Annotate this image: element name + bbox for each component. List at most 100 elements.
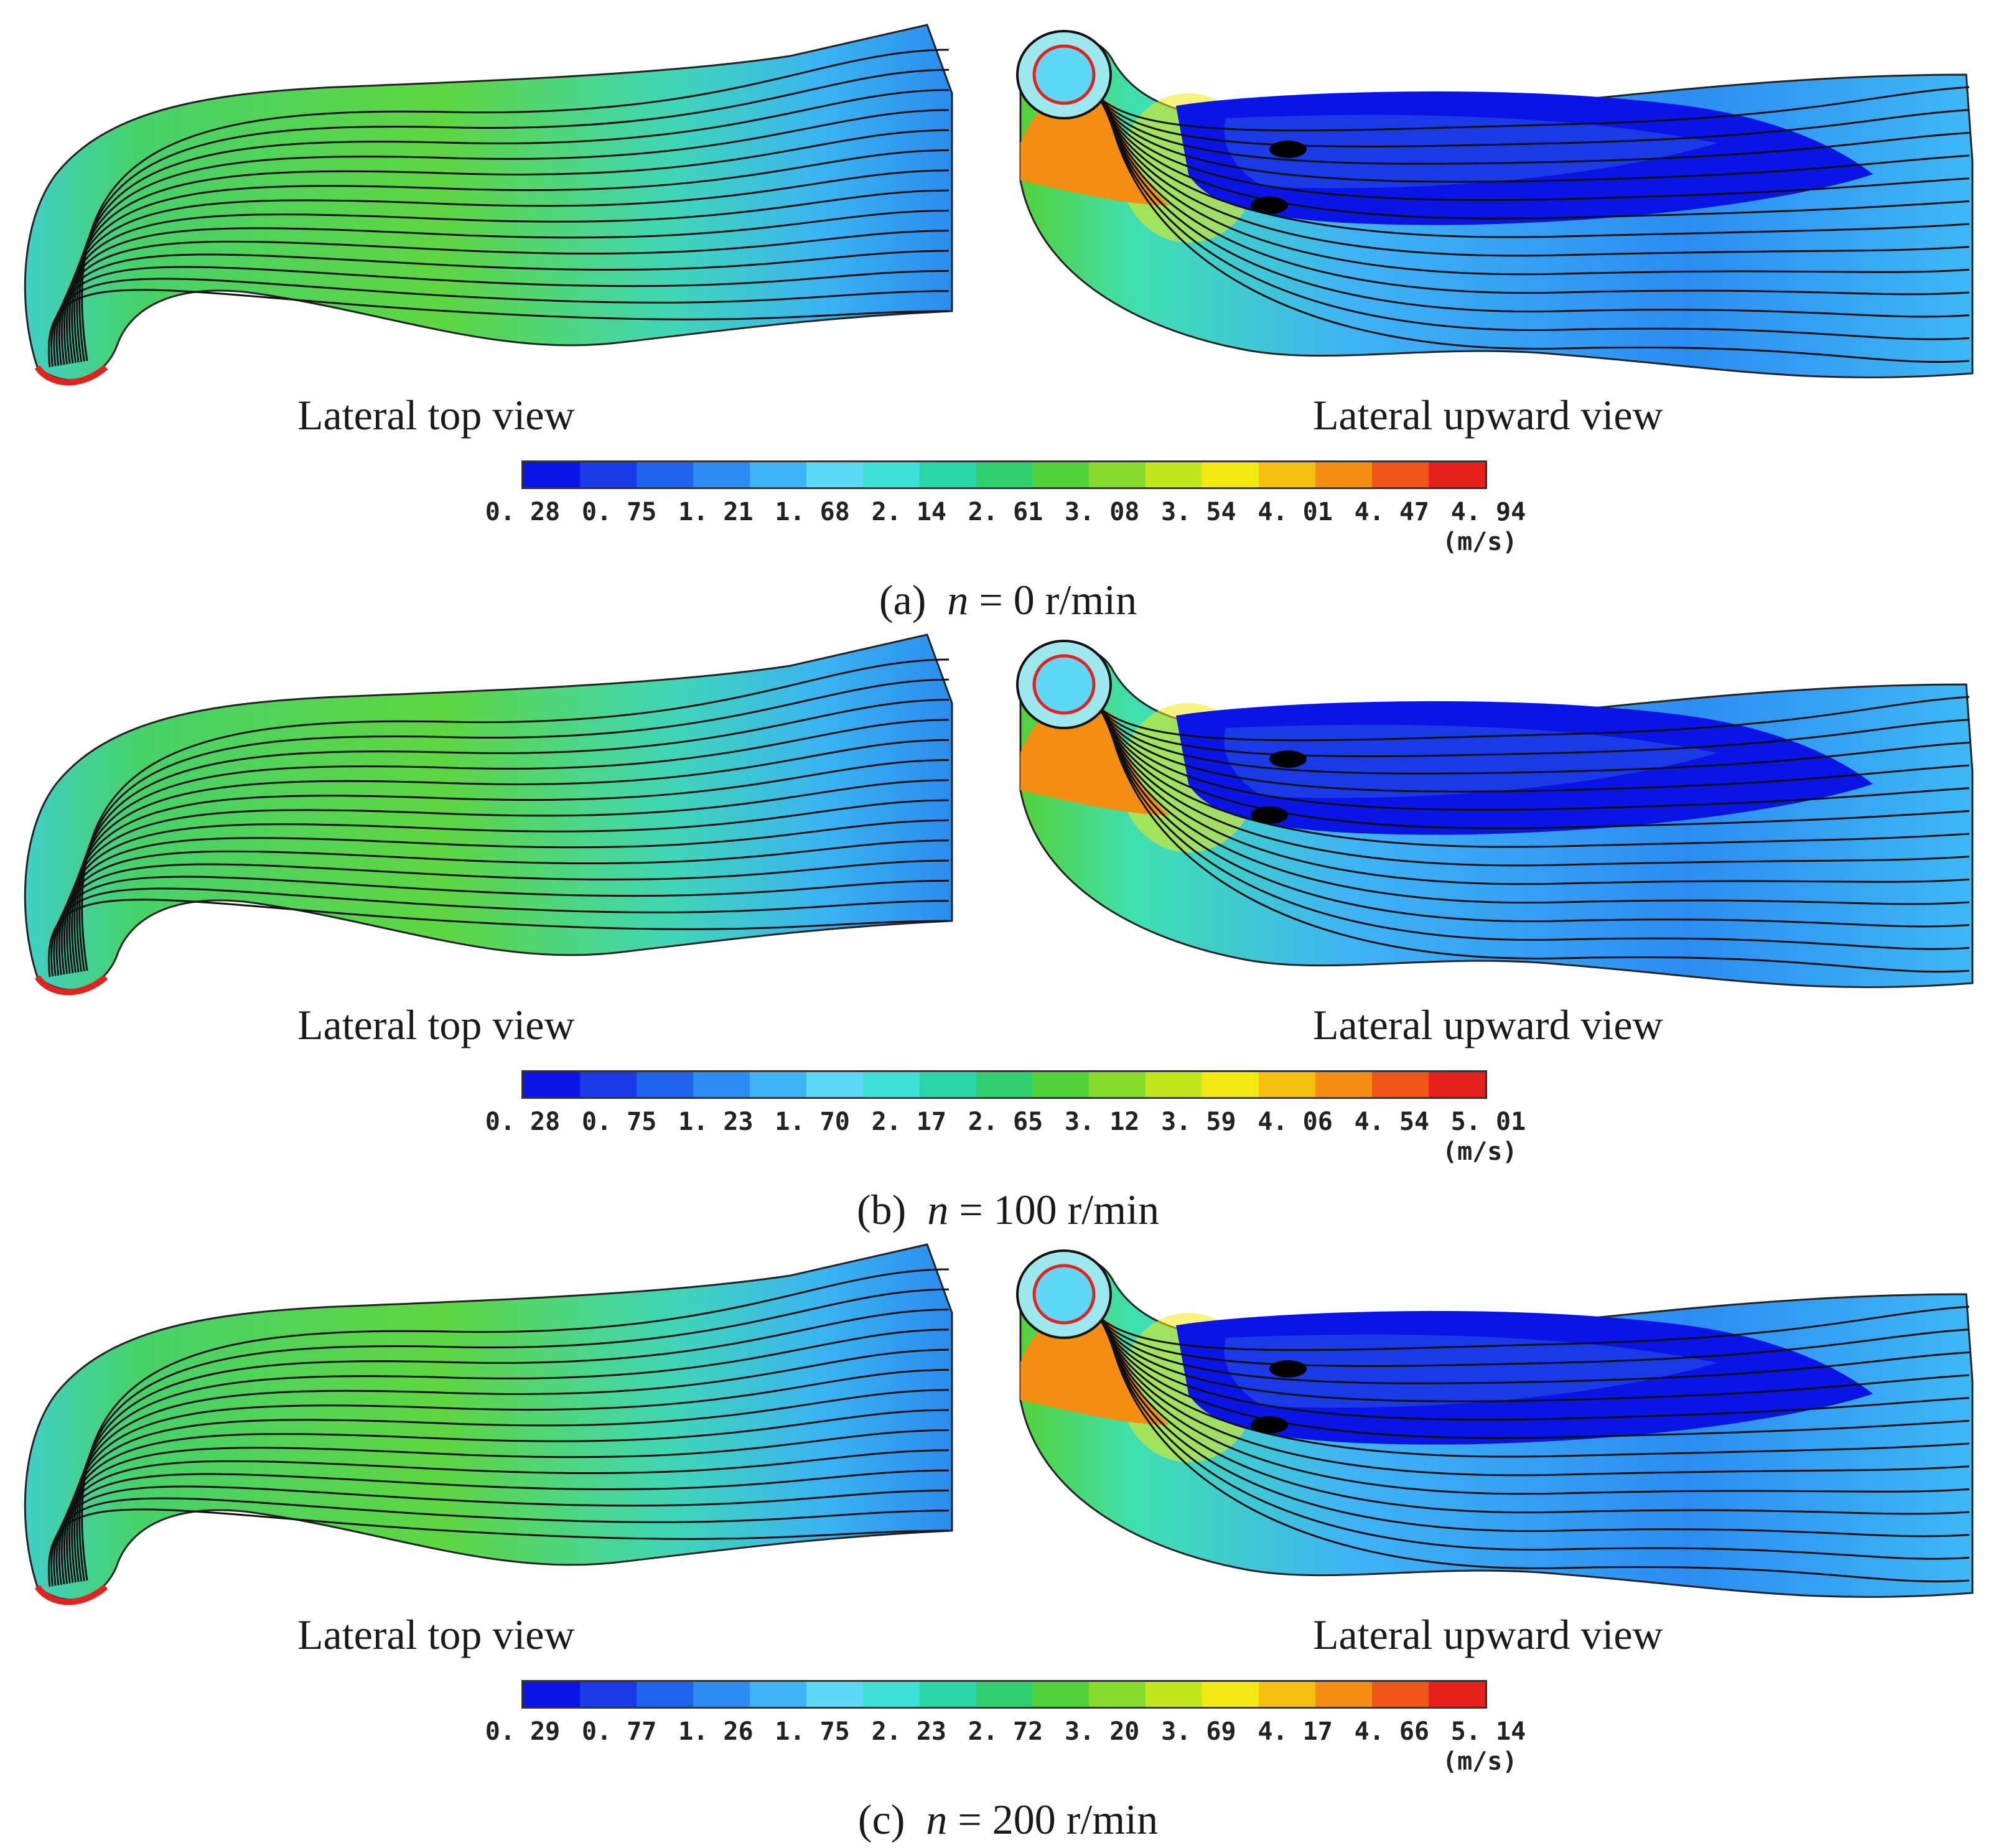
colorbar-tick-label: 4. 94: [1450, 498, 1526, 526]
colorbar-tick-label: 4. 54: [1354, 1108, 1430, 1136]
colorbar-band: [806, 462, 863, 487]
colorbar-band: [1032, 462, 1090, 487]
colorbar-tick-label: 5. 01: [1450, 1108, 1526, 1136]
colorbar-band: [693, 462, 750, 487]
colorbar-band: [1429, 462, 1485, 487]
caption-letter: (c): [857, 1796, 905, 1843]
lateral-upward-view-render: [1002, 628, 1997, 1014]
colorbar-tick-label: 2. 17: [871, 1108, 947, 1136]
colorbar-tick-label: 5. 14: [1450, 1717, 1526, 1746]
colorbar-unit: (m/s): [1442, 1137, 1518, 1166]
colorbar-band: [1372, 1072, 1429, 1097]
colorbar-tick-label: 0. 29: [485, 1717, 561, 1746]
colorbar-tick-label: 2. 23: [871, 1717, 947, 1746]
caption-var: n: [927, 1186, 949, 1233]
colorbar-band: [1202, 1072, 1259, 1097]
colorbar-band: [862, 1682, 920, 1707]
colorbar-ticks: 0. 28 0. 75 1. 23 1. 70 2. 17 2. 65 3. 12 3. 59…: [473, 1108, 1543, 1139]
colorbar-band: [693, 1682, 750, 1707]
colorbar-tick-label: 1. 75: [775, 1717, 850, 1746]
colorbar-band: [523, 1072, 580, 1097]
colorbar-tick-label: 3. 20: [1064, 1717, 1140, 1746]
caption-eq: = 100 r/min: [959, 1186, 1159, 1233]
caption-var: n: [926, 1796, 948, 1843]
colorbar-band: [1032, 1072, 1090, 1097]
colorbar-tick-label: 1. 68: [775, 498, 850, 526]
colorbar-tick-label: 1. 23: [678, 1108, 754, 1136]
colorbar-tick-label: 4. 66: [1354, 1717, 1430, 1746]
colorbar-tick-label: 2. 65: [968, 1108, 1043, 1136]
caption-eq: = 0 r/min: [979, 576, 1137, 623]
colorbar-band: [1429, 1682, 1485, 1707]
colorbar-band: [1259, 1072, 1316, 1097]
colorbar-band: [919, 462, 976, 487]
colorbar-band: [1372, 462, 1429, 487]
colorbar-band: [1429, 1072, 1485, 1097]
colorbar-band: [1259, 1682, 1316, 1707]
caption-letter: (a): [879, 576, 926, 623]
colorbar-band: [976, 462, 1033, 487]
colorbar-band: [976, 1682, 1033, 1707]
colorbar-band: [806, 1682, 863, 1707]
colorbar-band: [693, 1072, 750, 1097]
right-view-label: Lateral upward view: [1313, 1611, 1663, 1658]
colorbar-unit: (m/s): [1442, 528, 1518, 556]
colorbar-band: [523, 462, 580, 487]
colorbar-tick-label: 0. 75: [581, 498, 657, 526]
colorbar-band: [1089, 462, 1146, 487]
colorbar-band: [749, 1072, 806, 1097]
colorbar-band: [1146, 1682, 1203, 1707]
colorbar-band: [1146, 1072, 1203, 1097]
velocity-colorbar: [521, 1680, 1487, 1709]
colorbar-band: [806, 1072, 863, 1097]
colorbar-tick-label: 4. 01: [1258, 498, 1333, 526]
right-view-label: Lateral upward view: [1313, 391, 1663, 439]
colorbar-band: [749, 1682, 806, 1707]
panel-c: Lateral top view Lateral upward view 0. …: [0, 1220, 2016, 1843]
colorbar-unit: (m/s): [1442, 1747, 1518, 1776]
velocity-colorbar: [521, 460, 1487, 489]
colorbar-band: [579, 462, 637, 487]
colorbar-tick-label: 3. 59: [1161, 1108, 1236, 1136]
lateral-upward-view-render: [1002, 1238, 1997, 1624]
colorbar-band: [636, 1682, 693, 1707]
colorbar-band: [636, 1072, 693, 1097]
colorbar-tick-label: 0. 28: [485, 1108, 561, 1136]
right-view-label: Lateral upward view: [1313, 1001, 1663, 1048]
lateral-top-view-render: [12, 628, 983, 1002]
colorbar-band: [1089, 1682, 1146, 1707]
colorbar-tick-label: 4. 06: [1258, 1108, 1333, 1136]
colorbar-tick-label: 0. 28: [485, 498, 561, 526]
colorbar-tick-label: 4. 17: [1258, 1717, 1333, 1746]
colorbar-band: [579, 1682, 637, 1707]
colorbar-tick-label: 3. 69: [1161, 1717, 1236, 1746]
colorbar-band: [862, 462, 920, 487]
colorbar-tick-label: 2. 14: [871, 498, 947, 526]
colorbar-band: [976, 1072, 1033, 1097]
colorbar-ticks: 0. 28 0. 75 1. 21 1. 68 2. 14 2. 61 3. 08 3. 54…: [473, 498, 1543, 529]
lateral-upward-view-render: [1002, 19, 1997, 404]
colorbar-tick-label: 1. 70: [775, 1108, 850, 1136]
colorbar-tick-label: 0. 75: [581, 1108, 657, 1136]
panel-b: Lateral top view Lateral upward view 0. …: [0, 610, 2016, 1233]
colorbar-tick-label: 2. 72: [968, 1717, 1043, 1746]
colorbar-band: [1372, 1682, 1429, 1707]
colorbar-band: [1259, 462, 1316, 487]
colorbar-band: [919, 1072, 976, 1097]
colorbar-band: [636, 462, 693, 487]
left-view-label: Lateral top view: [297, 1001, 575, 1048]
panel-caption: (c) n = 200 r/min: [0, 1795, 2016, 1844]
lateral-top-view-render: [12, 1238, 983, 1612]
velocity-colorbar: [521, 1070, 1487, 1099]
colorbar-band: [749, 462, 806, 487]
colorbar-tick-label: 3. 12: [1064, 1108, 1140, 1136]
colorbar-tick-label: 1. 21: [678, 498, 754, 526]
colorbar-band: [1032, 1682, 1090, 1707]
colorbar-band: [1089, 1072, 1146, 1097]
colorbar-band: [1315, 1072, 1373, 1097]
colorbar-band: [1202, 462, 1259, 487]
panel-a: Lateral top view Lateral upward view 0. …: [0, 0, 2016, 623]
colorbar-band: [1315, 462, 1373, 487]
colorbar-band: [1202, 1682, 1259, 1707]
colorbar-ticks: 0. 29 0. 77 1. 26 1. 75 2. 23 2. 72 3. 20 3. 69…: [473, 1717, 1543, 1748]
